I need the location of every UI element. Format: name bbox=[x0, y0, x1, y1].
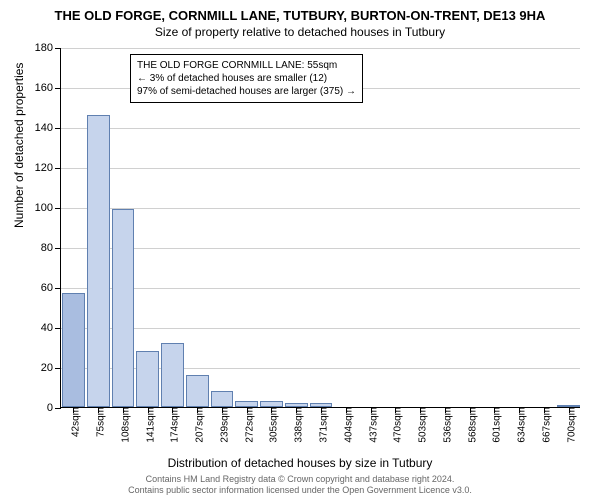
gridline bbox=[61, 128, 580, 129]
chart-container: THE OLD FORGE, CORNMILL LANE, TUTBURY, B… bbox=[0, 0, 600, 500]
y-tick-label: 180 bbox=[35, 42, 61, 54]
chart-area: 02040608010012014016018042sqm75sqm108sqm… bbox=[60, 48, 580, 408]
x-tick-label: 108sqm bbox=[114, 407, 131, 443]
y-tick-label: 80 bbox=[41, 242, 61, 254]
y-tick-label: 60 bbox=[41, 282, 61, 294]
gridline bbox=[61, 328, 580, 329]
y-tick-label: 100 bbox=[35, 202, 61, 214]
histogram-bar bbox=[211, 391, 234, 407]
gridline bbox=[61, 248, 580, 249]
x-tick-label: 470sqm bbox=[387, 407, 404, 443]
x-tick-label: 174sqm bbox=[164, 407, 181, 443]
annotation-line: THE OLD FORGE CORNMILL LANE: 55sqm bbox=[137, 59, 356, 72]
annotation-line: 97% of semi-detached houses are larger (… bbox=[137, 85, 356, 98]
gridline bbox=[61, 288, 580, 289]
x-tick-label: 634sqm bbox=[511, 407, 528, 443]
y-tick-label: 120 bbox=[35, 162, 61, 174]
x-tick-label: 601sqm bbox=[486, 407, 503, 443]
y-tick-label: 20 bbox=[41, 362, 61, 374]
histogram-bar bbox=[136, 351, 159, 407]
annotation-line: ← 3% of detached houses are smaller (12) bbox=[137, 72, 356, 85]
x-tick-label: 568sqm bbox=[461, 407, 478, 443]
x-tick-label: 141sqm bbox=[139, 407, 156, 443]
y-tick-label: 140 bbox=[35, 122, 61, 134]
x-tick-label: 667sqm bbox=[535, 407, 552, 443]
x-tick-label: 371sqm bbox=[313, 407, 330, 443]
page-title: THE OLD FORGE, CORNMILL LANE, TUTBURY, B… bbox=[0, 0, 600, 23]
x-tick-label: 75sqm bbox=[90, 407, 107, 437]
histogram-bar bbox=[186, 375, 209, 407]
histogram-bar bbox=[161, 343, 184, 407]
y-tick-label: 160 bbox=[35, 82, 61, 94]
x-tick-label: 503sqm bbox=[412, 407, 429, 443]
footer-line-2: Contains public sector information licen… bbox=[0, 485, 600, 496]
x-tick-label: 338sqm bbox=[288, 407, 305, 443]
y-tick-label: 40 bbox=[41, 322, 61, 334]
page-subtitle: Size of property relative to detached ho… bbox=[0, 23, 600, 39]
gridline bbox=[61, 208, 580, 209]
histogram-bar bbox=[87, 115, 110, 407]
y-tick-label: 0 bbox=[47, 402, 61, 414]
y-axis-title: Number of detached properties bbox=[12, 63, 26, 228]
footer-attribution: Contains HM Land Registry data © Crown c… bbox=[0, 474, 600, 497]
x-tick-label: 207sqm bbox=[189, 407, 206, 443]
x-tick-label: 42sqm bbox=[65, 407, 82, 437]
histogram-bar bbox=[112, 209, 135, 407]
gridline bbox=[61, 168, 580, 169]
x-tick-label: 437sqm bbox=[362, 407, 379, 443]
x-tick-label: 404sqm bbox=[337, 407, 354, 443]
x-tick-label: 536sqm bbox=[436, 407, 453, 443]
x-axis-title: Distribution of detached houses by size … bbox=[0, 456, 600, 470]
x-tick-label: 239sqm bbox=[213, 407, 230, 443]
gridline bbox=[61, 48, 580, 49]
annotation-box: THE OLD FORGE CORNMILL LANE: 55sqm← 3% o… bbox=[130, 54, 363, 103]
x-tick-label: 272sqm bbox=[238, 407, 255, 443]
x-tick-label: 700sqm bbox=[560, 407, 577, 443]
x-tick-label: 305sqm bbox=[263, 407, 280, 443]
histogram-bar bbox=[62, 293, 85, 407]
footer-line-1: Contains HM Land Registry data © Crown c… bbox=[0, 474, 600, 485]
